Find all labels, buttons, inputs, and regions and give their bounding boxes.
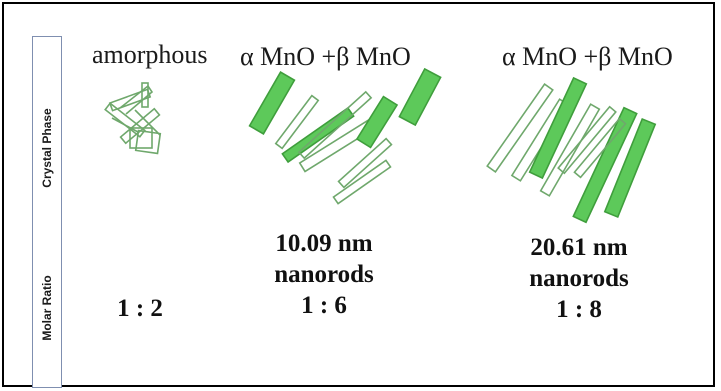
- hollow-rod: [297, 90, 373, 160]
- amorphous-square: [129, 127, 153, 149]
- hollow-rod: [337, 137, 393, 189]
- phase-label-amorphous: amorphous: [92, 40, 208, 69]
- amorphous-rod: [108, 88, 152, 112]
- molar-ratio-value-1: 1 : 2: [117, 295, 163, 322]
- rod-shape-label-2: nanorods: [529, 265, 629, 292]
- hollow-rod: [332, 159, 392, 205]
- solid-rod: [528, 76, 588, 180]
- rod-size-value-1: 10.09 nm: [275, 230, 373, 257]
- hollow-rod: [486, 83, 554, 173]
- amorphous-square: [134, 129, 162, 155]
- molar-ratio-value-2: 1 : 6: [301, 292, 347, 319]
- rod-shape-label-1: nanorods: [274, 261, 374, 288]
- phase-label-mixed-1: α MnO +β MnO: [240, 42, 411, 71]
- amorphous-rod: [119, 84, 154, 115]
- rods-group-20nm: [486, 76, 657, 224]
- solid-rod: [355, 95, 399, 149]
- amorphous-edge: [111, 117, 139, 133]
- solid-rod: [603, 117, 657, 219]
- hollow-rod: [539, 103, 601, 197]
- rod-size-value-2: 20.61 nm: [530, 234, 628, 261]
- rods-group-10nm: [248, 67, 442, 205]
- molar-ratio-value-3: 1 : 8: [556, 296, 602, 323]
- amorphous-sketch: [104, 82, 162, 155]
- amorphous-rod: [119, 107, 161, 145]
- amorphous-edge: [134, 109, 161, 136]
- side-label-panel: [32, 36, 62, 388]
- hollow-rod: [573, 117, 627, 179]
- hollow-rod: [557, 105, 617, 175]
- phase-label-mixed-2: α MnO +β MnO: [502, 42, 673, 71]
- solid-rod: [248, 71, 296, 135]
- hollow-rod: [274, 94, 320, 150]
- solid-rod: [572, 106, 638, 224]
- solid-rod: [398, 67, 442, 127]
